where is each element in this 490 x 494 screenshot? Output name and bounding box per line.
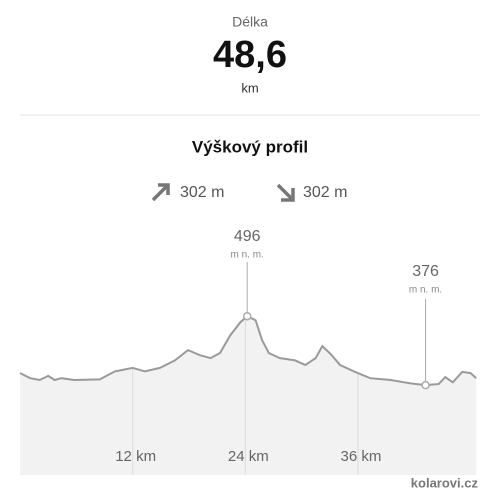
descent: 302 m (303, 184, 347, 201)
elevation-chart: 12 km 24 km 36 km 496 m n. m. 376 m n. m. (19, 228, 477, 475)
annotation-marker (421, 380, 430, 390)
elevation-line (19, 315, 477, 387)
x-tick-label: 36 km (341, 448, 382, 465)
descent-icon (276, 183, 295, 202)
watermark: kolarovi.cz (411, 475, 479, 490)
x-tick-label: 12 km (115, 448, 156, 465)
annotation-marker (242, 311, 252, 321)
annotation-unit: m n. m. (231, 250, 264, 261)
annotation-unit: m n. m. (409, 285, 442, 296)
length-unit: km (241, 80, 258, 95)
section-title: Výškový profil (192, 137, 308, 156)
length-label: Délka (232, 14, 268, 30)
length-value: 48,6 (213, 34, 287, 76)
ascent-icon (151, 183, 170, 202)
ascent: 302 m (180, 184, 224, 201)
x-tick-label: 24 km (228, 448, 269, 465)
annotation-value: 496 (234, 228, 261, 245)
annotation-value: 376 (412, 263, 439, 280)
area-fill (20, 316, 477, 475)
